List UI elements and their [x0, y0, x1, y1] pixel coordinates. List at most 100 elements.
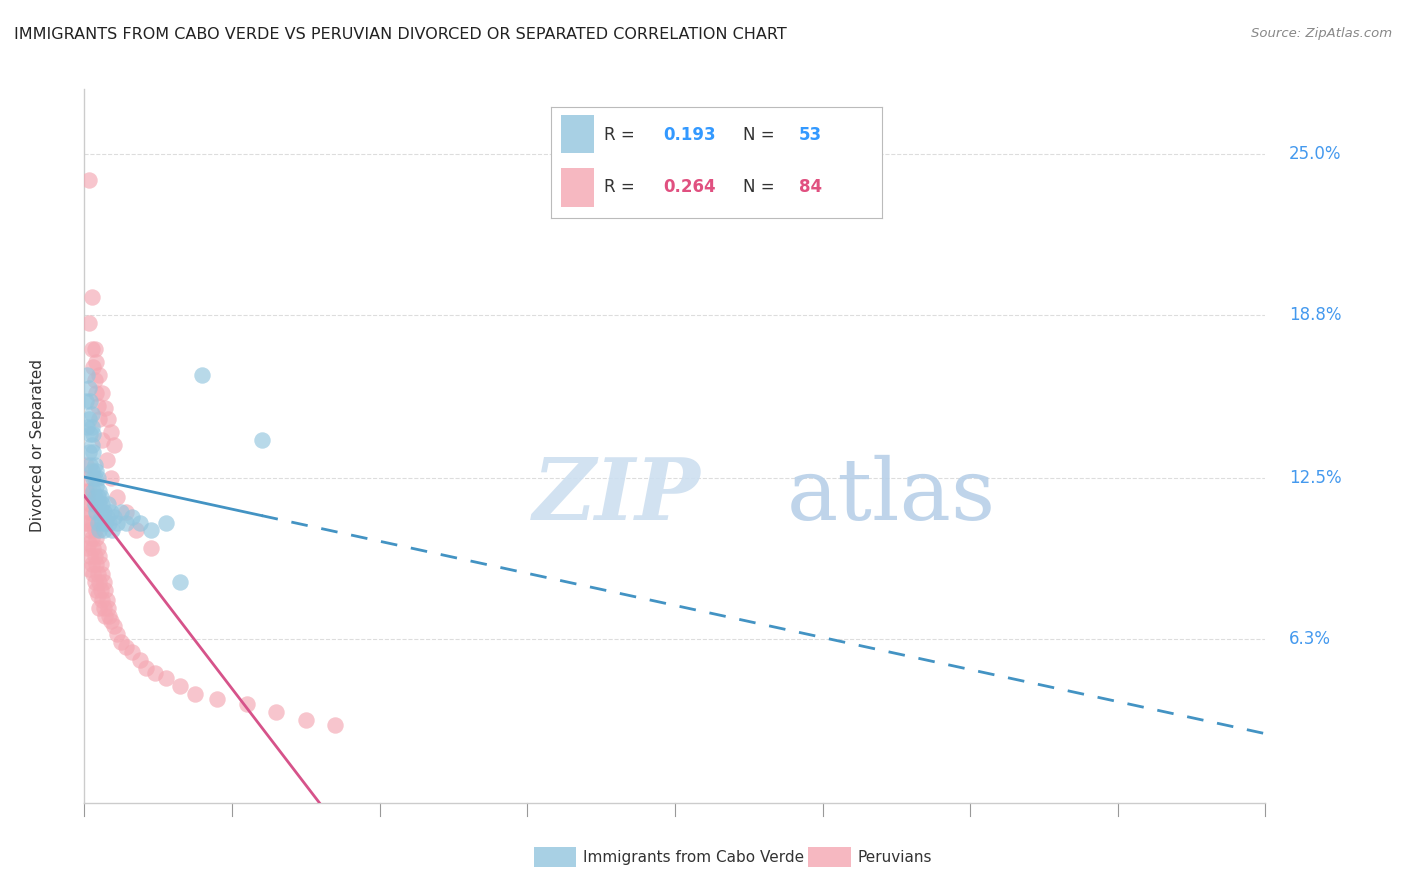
Point — [97, 497, 120, 511]
Point — [75, 393, 97, 408]
Point — [90, 582, 112, 597]
Point — [94, 401, 117, 416]
Point — [77, 484, 100, 499]
Point — [110, 635, 132, 649]
Point — [101, 524, 124, 538]
Point — [191, 368, 214, 382]
Point — [94, 516, 117, 530]
Point — [103, 619, 125, 633]
Point — [77, 173, 100, 187]
Point — [77, 411, 100, 425]
Point — [82, 567, 104, 582]
Point — [103, 438, 125, 452]
Point — [83, 373, 105, 387]
Point — [80, 342, 103, 356]
Point — [83, 342, 105, 356]
Point — [84, 354, 107, 368]
Point — [77, 536, 100, 550]
Point — [155, 671, 177, 685]
Point — [80, 531, 103, 545]
Point — [105, 627, 128, 641]
Point — [77, 381, 100, 395]
Point — [98, 516, 121, 530]
Point — [83, 490, 105, 504]
Point — [80, 290, 103, 304]
Point — [82, 471, 104, 485]
Point — [90, 490, 112, 504]
Text: 12.5%: 12.5% — [1289, 469, 1341, 487]
Point — [94, 582, 117, 597]
Point — [87, 575, 111, 590]
Point — [86, 490, 108, 504]
Point — [90, 510, 112, 524]
Point — [110, 505, 132, 519]
Point — [96, 593, 118, 607]
Point — [98, 609, 121, 624]
Text: Divorced or Separated: Divorced or Separated — [30, 359, 45, 533]
Point — [84, 582, 107, 597]
Point — [97, 601, 120, 615]
Point — [100, 471, 122, 485]
Point — [97, 411, 120, 425]
Point — [75, 458, 97, 473]
Point — [86, 471, 108, 485]
Point — [84, 464, 107, 478]
Point — [103, 510, 125, 524]
Point — [91, 433, 114, 447]
Point — [80, 419, 103, 434]
Point — [114, 505, 136, 519]
Point — [139, 524, 162, 538]
Point — [84, 385, 107, 400]
Text: atlas: atlas — [787, 454, 997, 538]
Point — [83, 575, 105, 590]
Point — [87, 497, 111, 511]
Point — [86, 399, 108, 413]
Point — [76, 471, 98, 485]
Point — [83, 524, 105, 538]
Point — [77, 316, 100, 330]
Point — [76, 419, 98, 434]
Point — [87, 368, 111, 382]
Point — [79, 497, 101, 511]
Point — [114, 516, 136, 530]
Text: 25.0%: 25.0% — [1289, 145, 1341, 163]
Point — [129, 516, 152, 530]
Point — [93, 524, 115, 538]
Point — [114, 640, 136, 654]
Point — [295, 713, 318, 727]
Text: Source: ZipAtlas.com: Source: ZipAtlas.com — [1251, 27, 1392, 40]
Point — [143, 666, 166, 681]
Point — [80, 464, 103, 478]
Point — [91, 593, 114, 607]
Point — [80, 438, 103, 452]
Point — [169, 575, 191, 590]
Point — [82, 359, 104, 374]
Point — [93, 601, 115, 615]
Point — [100, 614, 122, 628]
Point — [87, 484, 111, 499]
Point — [86, 567, 108, 582]
Point — [84, 479, 107, 493]
Point — [83, 497, 105, 511]
Point — [79, 458, 101, 473]
Point — [94, 609, 117, 624]
Point — [84, 505, 107, 519]
Point — [76, 490, 98, 504]
Text: IMMIGRANTS FROM CABO VERDE VS PERUVIAN DIVORCED OR SEPARATED CORRELATION CHART: IMMIGRANTS FROM CABO VERDE VS PERUVIAN D… — [14, 27, 787, 42]
Point — [76, 516, 98, 530]
Point — [79, 427, 101, 442]
Point — [82, 427, 104, 442]
Point — [80, 557, 103, 571]
Point — [169, 679, 191, 693]
Point — [100, 505, 122, 519]
Point — [82, 445, 104, 459]
Point — [264, 705, 288, 719]
Point — [184, 687, 207, 701]
Point — [96, 453, 118, 467]
Point — [75, 516, 97, 530]
Point — [129, 653, 152, 667]
Point — [77, 562, 100, 576]
Point — [77, 505, 100, 519]
Text: Peruvians: Peruvians — [858, 850, 932, 864]
Point — [83, 549, 105, 564]
